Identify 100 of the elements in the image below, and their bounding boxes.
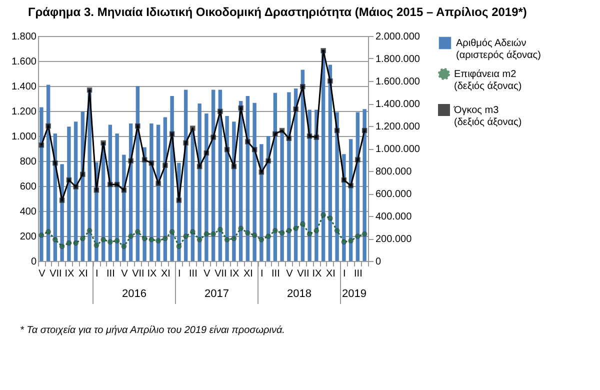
y2-tick-label: 800.000	[376, 166, 412, 178]
point	[300, 84, 306, 90]
point	[328, 216, 333, 221]
point	[204, 150, 210, 156]
bar	[198, 104, 202, 261]
point	[100, 140, 106, 146]
point	[320, 212, 326, 218]
point	[114, 238, 120, 244]
point	[231, 236, 237, 242]
y2-tick-label: 0	[376, 256, 382, 268]
bar	[280, 132, 284, 261]
bar	[67, 126, 71, 261]
point	[86, 87, 92, 93]
x-tick-label: XI	[160, 268, 170, 280]
x-tick-label: XI	[326, 268, 336, 280]
point	[66, 240, 72, 246]
point	[148, 236, 154, 242]
x-tick-label: V	[121, 268, 128, 280]
point	[334, 228, 340, 234]
y-tick-label: 1.800	[11, 32, 37, 42]
point	[80, 172, 86, 178]
y2-tick-label: 1.000.000	[376, 144, 420, 155]
x-tick-label: I	[96, 268, 98, 280]
x-tick-label: V	[204, 268, 211, 280]
point	[94, 187, 100, 193]
point	[73, 240, 78, 246]
y-tick-label: 0	[30, 256, 37, 268]
point	[238, 105, 244, 111]
x-tick-label: III	[354, 268, 362, 280]
point	[245, 139, 250, 144]
point	[114, 182, 120, 188]
x-tick-label: VII	[132, 268, 144, 280]
x-tick-label: I	[178, 268, 181, 280]
y2-tick-label: 1.200.000	[376, 122, 420, 132]
y-tick-label: 1.400	[11, 82, 37, 92]
bar	[40, 107, 44, 261]
text: 2016	[122, 288, 146, 300]
point	[210, 231, 216, 237]
point	[108, 182, 113, 188]
x-tick-label: I	[260, 268, 264, 280]
y2-tick-label: 2.000.000	[376, 32, 420, 42]
point	[59, 244, 65, 250]
point	[190, 229, 196, 234]
text: 2018	[287, 288, 312, 300]
point	[231, 164, 237, 170]
point	[306, 231, 312, 237]
point	[100, 236, 106, 242]
point	[46, 123, 51, 129]
point	[293, 226, 298, 232]
point	[218, 108, 223, 114]
point	[238, 226, 244, 232]
point	[266, 234, 271, 239]
point	[135, 229, 140, 234]
point	[341, 177, 347, 183]
point	[73, 184, 78, 190]
chart-title: Γράφημα 3. Μηνιαία Ιδιωτική Οικοδομική Δραστηριότητα (Μάιος 2015 – Απρίλιος 2019*)	[28, 5, 527, 19]
y2-tick-label: 1.600.000	[376, 76, 420, 88]
point	[348, 238, 354, 244]
point	[176, 244, 182, 250]
point	[320, 48, 326, 54]
point	[176, 198, 182, 203]
point	[142, 236, 148, 242]
point	[190, 126, 196, 131]
point	[258, 236, 264, 242]
point	[183, 234, 188, 239]
text: * Τα στοιχεία για το μήνα Απρίλιο του 2019 είναι προσωρινά.	[20, 325, 286, 336]
point	[258, 169, 264, 175]
point	[306, 133, 312, 139]
point	[252, 232, 258, 238]
y-tick-label: 400	[20, 206, 37, 218]
point	[334, 128, 340, 134]
point	[169, 131, 175, 137]
point	[300, 221, 306, 227]
point	[86, 228, 92, 234]
point	[142, 157, 148, 162]
point	[162, 236, 168, 242]
point	[286, 136, 292, 142]
point	[52, 160, 58, 166]
x-tick-label: VII	[50, 268, 62, 280]
point	[272, 131, 278, 137]
bar	[115, 134, 119, 261]
point	[38, 142, 44, 148]
y-tick-label: 800	[20, 156, 37, 168]
point	[183, 140, 188, 146]
bar	[260, 144, 264, 261]
bar	[252, 102, 256, 261]
x-tick-label: XI	[78, 268, 88, 280]
point	[314, 228, 320, 234]
bar	[287, 92, 291, 261]
point	[355, 234, 360, 239]
y-tick-label: 600	[20, 182, 37, 192]
bar	[362, 109, 366, 261]
point	[362, 128, 368, 134]
bar	[150, 124, 154, 261]
point	[218, 226, 223, 232]
point	[80, 236, 86, 242]
x-tick-label: V	[38, 268, 46, 280]
point	[108, 239, 113, 245]
point	[196, 164, 202, 170]
point	[38, 232, 44, 238]
